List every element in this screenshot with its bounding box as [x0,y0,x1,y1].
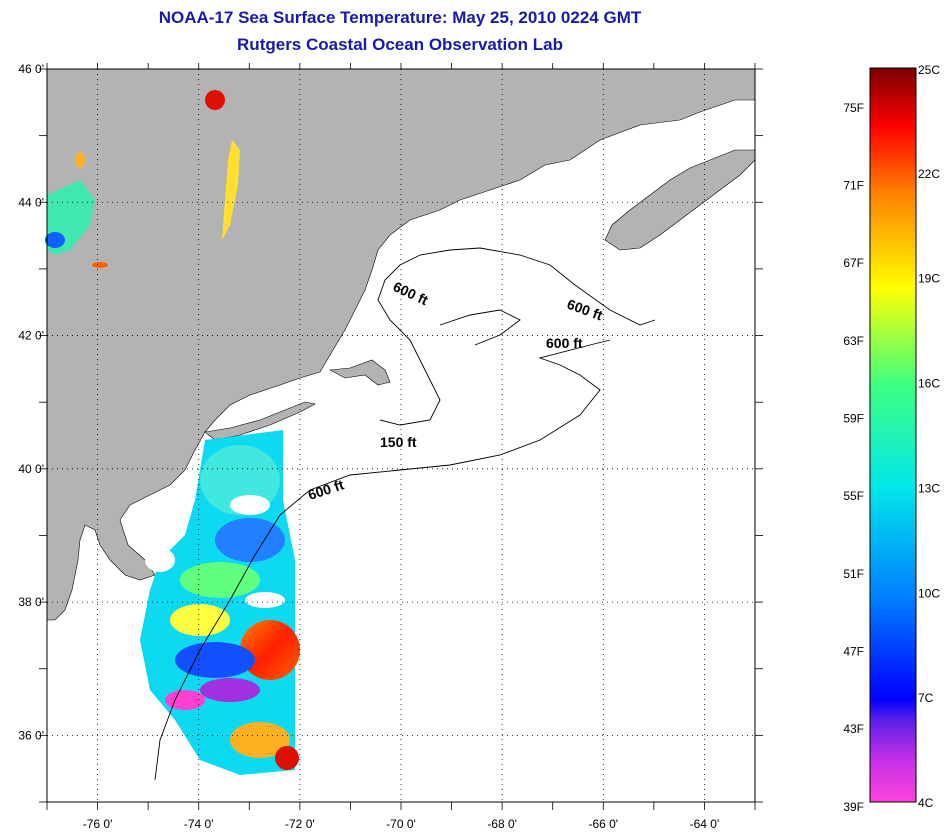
colorbar-tick-label: 22C [918,167,940,181]
colorbar-tick-label: 67F [843,256,864,270]
colorbar-tick-label: 43F [843,722,864,736]
map-title: NOAA-17 Sea Surface Temperature: May 25,… [158,8,642,27]
colorbar [869,67,917,803]
map-subtitle: Rutgers Coastal Ocean Observation Lab [237,35,563,54]
colorbar-tick-label: 71F [843,179,864,193]
colorbar-tick-label: 55F [843,489,864,503]
tick-label: -70 0' [386,817,416,831]
tick-label: 36 0' [18,728,44,742]
tick-label: -72 0' [285,817,315,831]
land [46,68,756,621]
tick-label: -66 0' [588,817,618,831]
map-frame [46,68,756,803]
tick-label: -64 0' [690,817,720,831]
colorbar-tick-label: 4C [918,796,934,810]
sst-swath [45,90,300,775]
colorbar-tick-label: 7C [918,691,934,705]
tick-label: -76 0' [83,817,113,831]
contour-label: 600 ft [546,335,583,351]
tick-label: 40 0' [18,462,44,476]
graticule [39,63,763,810]
tick-label: 46 0' [18,62,44,76]
colorbar-labels: 75F 71F 67F 63F 59F 55F 51F 47F 43F 39F 25C 22C 19C 1… [843,63,940,814]
tick-label: 38 0' [18,595,44,609]
colorbar-tick-label: 47F [843,645,864,659]
tick-label: -68 0' [487,817,517,831]
colorbar-tick-label: 19C [918,272,940,286]
tick-label: 42 0' [18,329,44,343]
colorbar-tick-label: 16C [918,377,940,391]
colorbar-tick-label: 13C [918,481,940,495]
colorbar-tick-label: 25C [918,63,940,77]
bathymetry-contours [154,247,656,781]
colorbar-tick-label: 39F [843,800,864,814]
contour-label: 150 ft [380,434,417,450]
colorbar-tick-label: 59F [843,412,864,426]
axis-tick-labels: -76 0' -74 0' -72 0' -70 0' -68 0' -66 0' -64 … [18,62,719,831]
tick-label: 44 0' [18,195,44,209]
colorbar-tick-label: 75F [843,101,864,115]
colorbar-tick-label: 63F [843,334,864,348]
tick-label: -74 0' [184,817,214,831]
colorbar-tick-label: 51F [843,567,864,581]
colorbar-tick-label: 10C [918,586,940,600]
